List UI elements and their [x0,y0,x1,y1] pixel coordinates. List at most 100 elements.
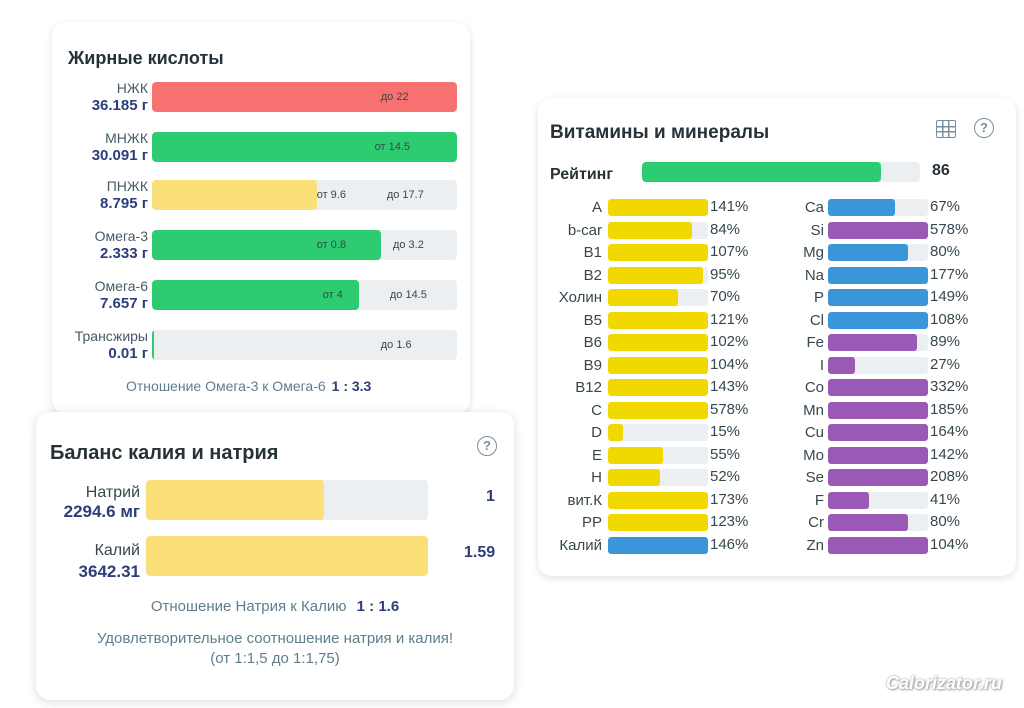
nutrient-name: D [591,424,602,441]
nutrient-row: Mg 80% [538,243,1016,263]
nutrient-percent: 578% [930,220,969,238]
vitamins-help-icon[interactable]: ? [974,118,994,138]
nutrient-bar-fill [608,514,708,531]
balance-help-icon[interactable]: ? [477,436,497,456]
sodium-label: Натрий [85,484,140,501]
nutrient-bar-fill [828,289,928,306]
nutrient-name: B9 [583,356,602,374]
potassium-value: 3642.31 [78,562,140,581]
fatty-acid-value: 7.657 г [100,295,148,312]
nutrient-bar-fill [828,446,928,464]
nutrient-bar-fill [828,311,928,329]
nutrient-percent: 102% [710,333,749,350]
nutrient-bar [828,491,928,509]
fatty-acid-row: Омега-6 7.657 г от 4 до 14.5 [52,278,470,314]
nutrient-bar-fill [828,334,917,351]
nutrient-percent: 95% [710,265,741,283]
nutrient-name: Na [804,266,824,284]
nutrient-name: Холин [558,289,602,306]
nutrient-bar [828,311,928,329]
nutrient-percent: 332% [930,378,969,395]
fatty-acid-bar-fill [152,330,154,360]
nutrient-bar-fill [608,244,708,261]
nutrient-row: B6 102% [538,333,1016,353]
vitamins-minerals-card: Витамины и минералы ? Рейтинг 86 A 141% b-… [538,98,1016,576]
nutrient-row: Cu 164% [538,423,1016,443]
nutrient-bar [828,424,928,441]
fatty-acids-card: Жирные кислоты НЖК 36.185 г до 22 МНЖК 30.09… [52,22,470,414]
nutrient-bar [828,289,928,306]
nutrient-percent: 108% [930,310,969,328]
nutrient-bar [608,311,708,329]
nutrient-percent: 70% [710,288,741,305]
nutrient-bar-fill [608,379,708,396]
fatty-acids-title: Жирные кислоты [68,48,224,68]
nutrient-percent: 80% [930,243,961,260]
nutrient-row: D 15% [538,423,1016,443]
nutrient-percent: 164% [930,423,969,440]
nutrient-name: Cl [809,311,824,329]
nutrient-bar [828,446,928,464]
nutrient-bar [828,266,928,284]
fatty-acid-range-label: до 22 [380,91,409,103]
nutrient-name: Cu [804,424,824,441]
fatty-acid-bar: от 14.5 [152,132,457,162]
potassium-label: Калий [94,542,140,559]
nutrient-row: Na 177% [538,266,1016,286]
nutrient-name: C [591,401,602,419]
nutrient-row: B9 104% [538,356,1016,376]
fatty-acid-range-label: до 17.7 [386,189,424,201]
omega-ratio-value: 1 : 3.3 [331,378,372,394]
nutrient-name: Mo [803,446,824,464]
nutrient-bar [608,221,708,239]
sodium-potassium-ratio-label: Отношение Натрия к Калию [150,598,347,615]
fatty-acid-range-label: от 9.6 [316,189,346,201]
nutrient-row: Cr 80% [538,513,1016,533]
nutrient-bar-fill [608,401,708,419]
fatty-acid-range-label: до 3.2 [392,239,424,251]
fatty-acid-range-label: от 14.5 [374,141,411,153]
potassium-sodium-balance-card: Баланс калия и натрия ? Натрий 2294.6 мг… [36,412,514,700]
vitamins-title: Витамины и минералы [550,122,770,143]
nutrient-name: B12 [575,379,602,396]
table-view-icon[interactable] [936,120,956,138]
nutrient-name: Si [810,221,824,239]
fatty-acid-row: Омега-3 2.333 г от 0.8 до 3.2 [52,228,470,264]
nutrient-percent: 173% [710,490,749,508]
nutrient-name: Zn [806,536,824,554]
nutrient-percent: 107% [710,243,749,260]
nutrient-name: Se [805,469,824,486]
nutrient-row: Ca 67% [538,198,1016,218]
fatty-acid-row: ПНЖК 8.795 г от 9.6 до 17.7 [52,178,470,214]
nutrient-bar [608,199,708,216]
nutrient-bar-fill [828,491,869,509]
fatty-acid-name: Трансжиры [74,328,148,344]
nutrient-row: PP 123% [538,513,1016,533]
nutrient-bar-fill [608,266,703,284]
nutrient-row: Cl 108% [538,311,1016,331]
nutrient-bar-fill [828,244,908,261]
fatty-acid-range-label: до 1.6 [380,339,412,351]
nutrient-bar [608,266,708,284]
nutrient-name: F [814,491,824,509]
nutrient-percent: 84% [710,220,741,238]
nutrient-bar [828,244,928,261]
nutrient-row: Fe 89% [538,333,1016,353]
sodium-bar [146,480,428,520]
fatty-acid-bar-fill [152,82,457,112]
nutrient-row: E 55% [538,446,1016,466]
potassium-bar [146,536,428,576]
nutrient-bar-fill [608,536,708,554]
fatty-acid-bar-fill [152,230,381,260]
nutrient-bar-fill [608,469,660,486]
nutrient-bar [828,401,928,419]
nutrient-bar [828,469,928,486]
nutrient-name: Ca [804,199,824,216]
sodium-potassium-ratio: Отношение Натрия к Калию 1 : 1.6 [36,598,514,615]
nutrient-bar [608,469,708,486]
nutrient-row: B1 107% [538,243,1016,263]
nutrient-row: B5 121% [538,311,1016,331]
nutrient-bar [828,536,928,554]
nutrient-row: H 52% [538,468,1016,488]
potassium-bar-fill [146,536,428,576]
